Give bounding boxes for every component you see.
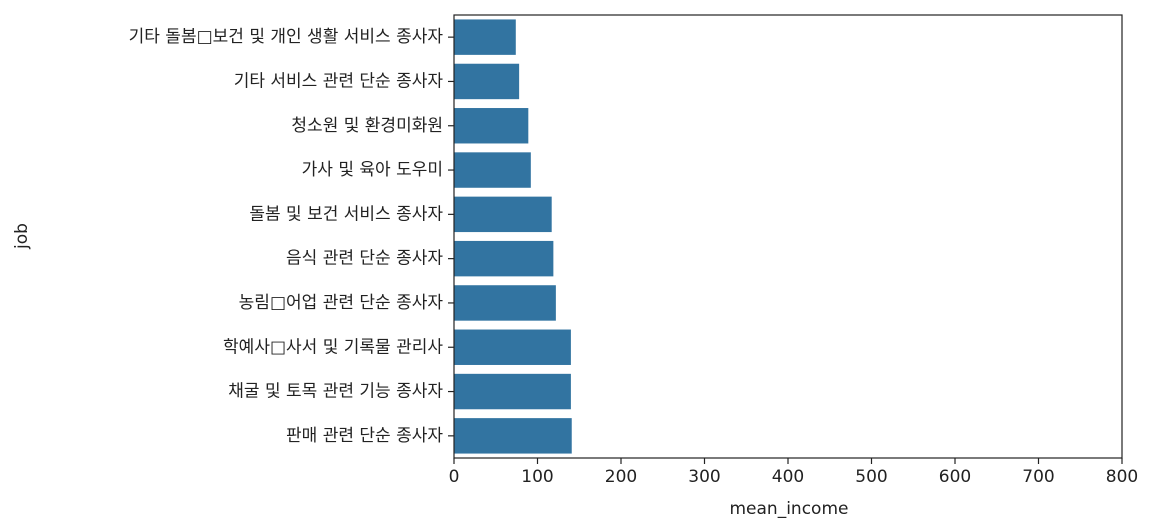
x-tick-label: 500 — [855, 467, 887, 487]
x-tick-label: 0 — [449, 467, 460, 487]
y-axis-label: job — [12, 223, 32, 250]
x-tick-label: 800 — [1106, 467, 1138, 487]
bar — [454, 418, 572, 454]
y-tick-label: 돌봄 및 보건 서비스 종사자 — [249, 204, 443, 224]
y-tick-label: 판매 관련 단순 종사자 — [286, 426, 443, 446]
x-tick-label: 200 — [605, 467, 637, 487]
y-tick-label: 학예사□사서 및 기록물 관리사 — [223, 337, 443, 357]
bar — [454, 373, 571, 410]
bar — [454, 285, 556, 321]
bar — [454, 240, 554, 277]
bar — [454, 196, 552, 233]
y-tick-label: 기타 돌봄□보건 및 개인 생활 서비스 종사자 — [129, 27, 444, 47]
bar — [454, 108, 529, 144]
bar — [454, 152, 531, 188]
x-tick-label: 700 — [1022, 467, 1054, 487]
bar — [454, 19, 516, 55]
y-tick-label: 채굴 및 토목 관련 기능 종사자 — [228, 382, 443, 402]
y-tick-label: 기타 서비스 관련 단순 종사자 — [234, 71, 444, 91]
x-tick-label: 100 — [521, 467, 553, 487]
plot-frame — [453, 14, 1123, 459]
y-tick-label: 농림□어업 관련 단순 종사자 — [239, 293, 444, 313]
y-tick-label: 청소원 및 환경미화원 — [291, 116, 443, 136]
y-tick-label: 가사 및 육아 도우미 — [302, 160, 443, 180]
bar — [454, 63, 520, 100]
y-tick-label: 음식 관련 단순 종사자 — [286, 249, 443, 269]
x-axis-label: mean_income — [730, 499, 849, 519]
x-tick-label: 600 — [939, 467, 971, 487]
x-tick-label: 400 — [772, 467, 804, 487]
x-tick-label: 300 — [688, 467, 720, 487]
bar — [454, 329, 571, 365]
